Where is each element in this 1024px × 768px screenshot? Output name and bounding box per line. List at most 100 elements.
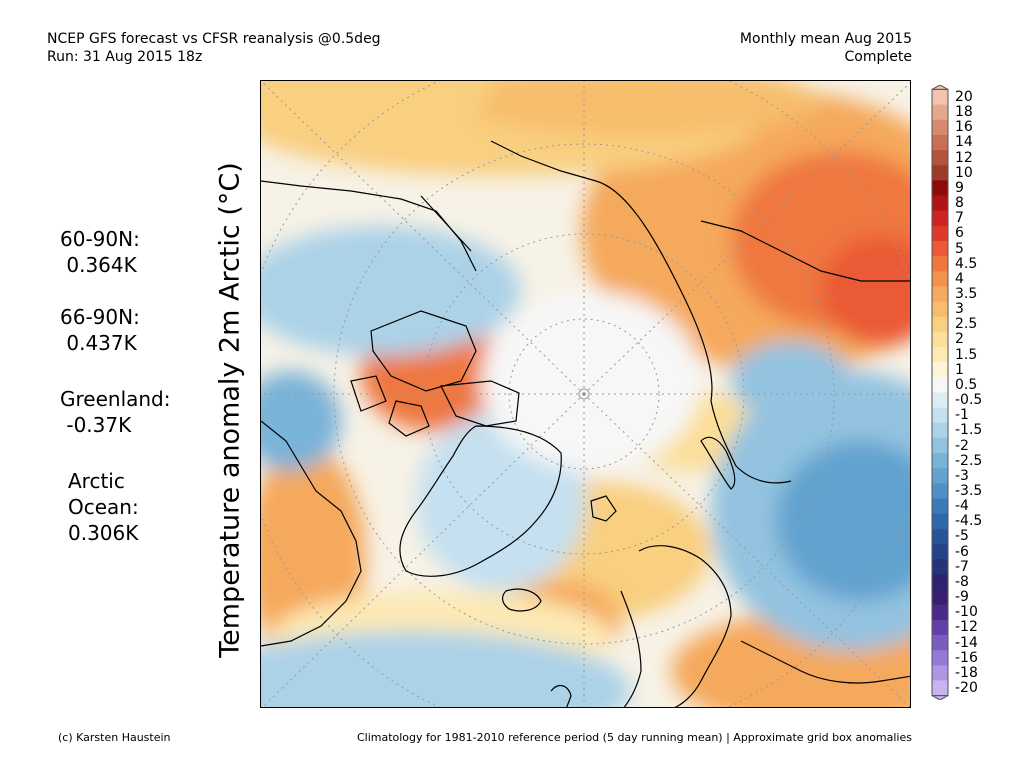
colorbar-swatch (932, 210, 948, 227)
colorbar-swatch (932, 240, 948, 257)
stat-60-90n: 60-90N: 0.364K (60, 226, 140, 278)
stat-value: -0.37K (60, 413, 132, 437)
colorbar-swatch (932, 468, 948, 484)
colorbar-tick-label: 14 (955, 134, 973, 151)
stat-arctic-ocean: Arctic Ocean: 0.306K (68, 468, 139, 546)
colorbar-swatch (932, 286, 948, 303)
colorbar-tick-label: -1.5 (955, 422, 983, 439)
colorbar-tick-label: -4 (955, 498, 969, 515)
colorbar-tick-label: -18 (955, 664, 978, 681)
colorbar-tick-label: 0.5 (955, 376, 978, 393)
colorbar-swatch (932, 619, 948, 636)
colorbar-swatch (932, 271, 948, 287)
stat-label: 66-90N: (60, 305, 140, 329)
coastlines (261, 140, 910, 707)
colorbar-tick-label: 3 (955, 301, 964, 318)
colorbar-swatch (932, 634, 948, 651)
colorbar-tick-label: -3 (955, 467, 969, 484)
stat-label-2: Ocean: (68, 495, 139, 519)
colorbar-swatch (932, 680, 948, 697)
colorbar-tick-label: 9 (955, 179, 964, 196)
colorbar-tick-label: -4.5 (955, 513, 983, 530)
colorbar-tick-label: 4 (955, 270, 964, 287)
colorbar-swatch (932, 347, 948, 363)
colorbar-tick-label: 5 (955, 240, 964, 257)
colorbar-tick-label: -1 (955, 407, 969, 424)
colorbar-swatch (932, 392, 948, 409)
colorbar-tick-label: -9 (955, 589, 969, 606)
north-pole-marker (578, 388, 590, 400)
credit-text: (c) Karsten Haustein (58, 731, 171, 744)
colorbar-swatch (932, 89, 948, 106)
anomaly-map (260, 80, 911, 708)
map-svg (261, 81, 910, 707)
colorbar-swatch (932, 301, 948, 318)
colorbar-swatch (932, 559, 948, 575)
colorbar-tick-label: -14 (955, 634, 978, 651)
colorbar-swatch (932, 256, 948, 272)
colorbar-swatch (932, 528, 948, 545)
stat-label: 60-90N: (60, 227, 140, 251)
colorbar-max-arrow (931, 85, 949, 90)
stat-label: Arctic (68, 469, 125, 493)
colorbar-tick-label: -2.5 (955, 452, 983, 469)
colorbar-swatch (932, 377, 948, 393)
colorbar-swatch (932, 362, 948, 378)
colorbar-swatch (932, 453, 948, 469)
colorbar-swatch (932, 604, 948, 621)
colorbar-swatch (932, 544, 948, 560)
stat-66-90n: 66-90N: 0.437K (60, 304, 140, 356)
colorbar-swatch (932, 119, 948, 136)
stat-value: 0.437K (60, 331, 137, 355)
colorbar-swatch (932, 180, 948, 196)
colorbar-tick-label: 18 (955, 104, 973, 121)
footer-note: Climatology for 1981-2010 reference peri… (356, 731, 912, 744)
header-right: Monthly mean Aug 2015 Complete (740, 30, 912, 66)
colorbar-swatch (932, 498, 948, 515)
colorbar-swatch (932, 104, 948, 121)
colorbar-tick-label: -16 (955, 649, 978, 666)
period-label: Monthly mean Aug 2015 (739, 31, 912, 47)
colorbar-swatch (932, 665, 948, 681)
colorbar-swatch (932, 422, 948, 439)
stat-value: 0.364K (60, 253, 137, 277)
colorbar-tick-label: 20 (955, 89, 973, 105)
stat-label: Greenland: (60, 387, 171, 411)
colorbar-swatch (932, 195, 948, 212)
colorbar-swatch (932, 134, 948, 151)
graticule (261, 81, 910, 707)
colorbar-swatch (932, 483, 948, 500)
colorbar-swatch (932, 589, 948, 606)
colorbar-outline (931, 88, 949, 697)
stat-value: 0.306K (68, 521, 139, 545)
colorbar-tick-label: 4.5 (955, 255, 978, 272)
colorbar-tick-label: -5 (955, 528, 969, 545)
colorbar-svg (931, 85, 949, 700)
colorbar-tick-label: -10 (955, 604, 978, 621)
colorbar-swatch (932, 437, 948, 454)
colorbar-tick-label: 1.5 (955, 346, 978, 363)
header-left: NCEP GFS forecast vs CFSR reanalysis @0.… (47, 30, 381, 66)
colorbar-tick-label: 12 (955, 149, 973, 166)
colorbar-tick-label: -2 (955, 437, 969, 454)
stat-greenland: Greenland: -0.37K (60, 386, 171, 438)
colorbar-swatch (932, 165, 948, 181)
colorbar-swatch (932, 331, 948, 348)
colorbar-tick-label: 16 (955, 119, 973, 136)
colorbar-swatch (932, 650, 948, 666)
colorbar-tick-label: 3.5 (955, 286, 978, 302)
colorbar-tick-label: -0.5 (955, 392, 983, 409)
colorbar-tick-label: 6 (955, 225, 964, 242)
colorbar-tick-label: 8 (955, 195, 964, 212)
colorbar-tick-label: 2.5 (955, 316, 978, 333)
colorbar-swatch (932, 574, 948, 590)
colorbar-swatch (932, 316, 948, 333)
colorbar-tick-label: -6 (955, 543, 969, 560)
colorbar-tick-label: -8 (955, 573, 969, 590)
colorbar-tick-label: -12 (955, 619, 978, 636)
colorbar-tick-label: -3.5 (955, 483, 983, 499)
status-label: Complete (844, 49, 912, 65)
colorbar-tick-label: 2 (955, 331, 964, 348)
title-line-2: Run: 31 Aug 2015 18z (47, 49, 203, 65)
colorbar-swatch (932, 513, 948, 530)
